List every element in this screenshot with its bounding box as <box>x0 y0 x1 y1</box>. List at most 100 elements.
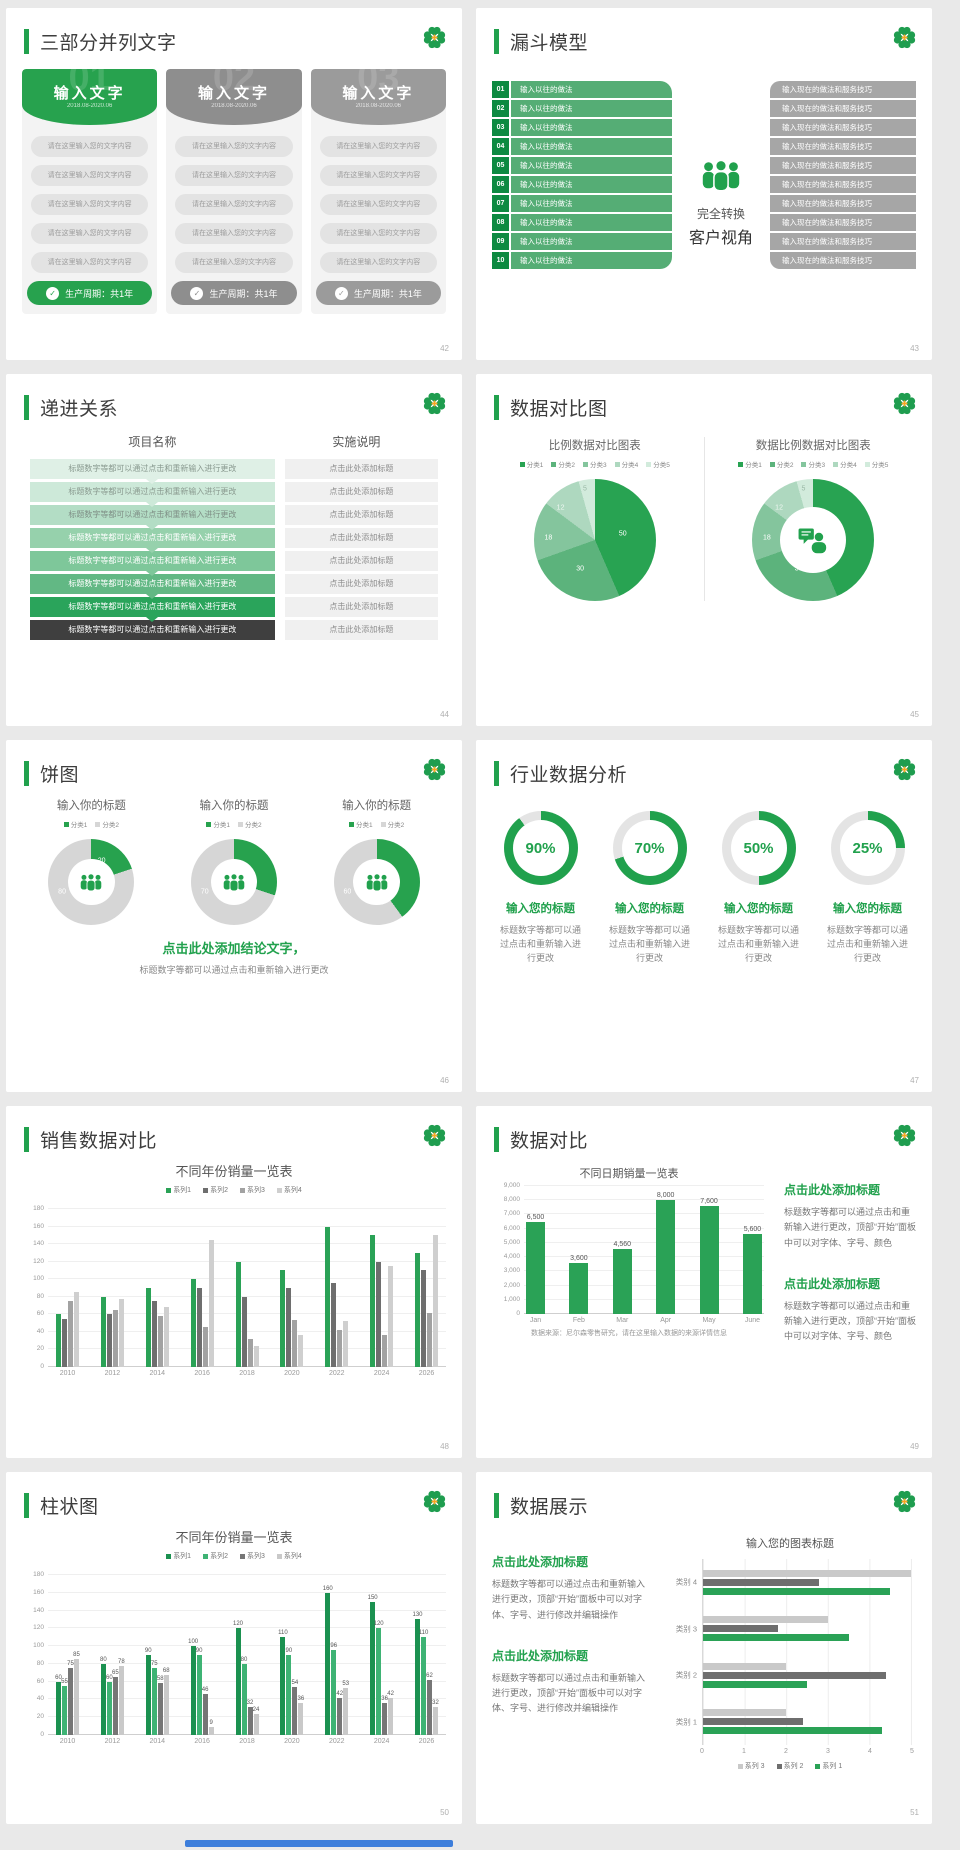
text-pill: 请在这里输入您的文字内容 <box>175 165 293 186</box>
bar-value-label: 3,600 <box>570 1254 588 1262</box>
funnel-bar-label: 输入以往的做法 <box>511 252 672 269</box>
donut-chart: 30 70 <box>191 839 277 925</box>
slice-label: 18 <box>762 534 771 542</box>
slide-card-51[interactable]: 数据展示 点击此处添加标题 标题数字等都可以通过点击和重新输入进行更改，顶部“开始… <box>476 1472 932 1824</box>
card-date: 2018.08-2020.06 <box>355 103 401 109</box>
slide-card-44[interactable]: 递进关系 项目名称 实施说明 标题数字等都可以通过点击和重新输入进行更改 点击此处… <box>6 374 462 726</box>
bar-group: 6,500 Jan <box>526 1214 545 1324</box>
gray-bar-label: 输入现在的做法和服务技巧 <box>770 81 916 98</box>
bar: 55 <box>61 1679 68 1735</box>
clover-logo-icon <box>421 390 448 417</box>
page-number: 48 <box>440 1442 449 1451</box>
bar: 68 <box>163 1668 170 1735</box>
bar-value-label: 78 <box>118 1658 125 1665</box>
donut-chart-panel: 输入你的标题 分类1 分类2 40 60 <box>305 797 448 925</box>
bar-group: 4,560 Mar <box>612 1241 632 1324</box>
legend-item: 分类4 <box>833 459 857 469</box>
percent-label: 25% <box>852 839 883 857</box>
slide-header: 数据对比图 <box>476 374 932 421</box>
bar <box>343 1320 349 1367</box>
bar: 90 <box>145 1648 152 1735</box>
y-axis-label: 0 <box>40 1731 44 1738</box>
bar-group: 类别 3 <box>676 1616 911 1642</box>
progress-row: 标题数字等都可以通过点击和重新输入进行更改 点击此处添加标题 <box>30 528 438 553</box>
bar <box>703 1671 887 1679</box>
bar-group: 2018 <box>235 1261 259 1377</box>
title-accent-bar <box>24 1127 29 1152</box>
description-cell: 点击此处添加标题 <box>284 459 438 479</box>
legend-item: 系列2 <box>203 1551 228 1561</box>
people-icon <box>223 873 245 892</box>
plot-area: 9,000 8,000 7,000 6,000 5,000 4,000 3,000 2,000… <box>504 1182 764 1324</box>
gray-bar-label: 输入现在的做法和服务技巧 <box>770 119 916 136</box>
bar: 130 <box>412 1612 423 1735</box>
clover-logo-icon <box>421 1122 448 1149</box>
progress-bar: 标题数字等都可以通过点击和重新输入进行更改 <box>30 620 275 640</box>
legend-item: 分类1 <box>349 819 373 829</box>
funnel-bar-label: 输入以往的做法 <box>511 81 672 98</box>
x-axis-label: 2026 <box>418 1370 435 1377</box>
item-title: 输入您的标题 <box>615 903 684 915</box>
slide-card-46[interactable]: 饼图 输入你的标题 分类1 分类2 20 80 输入你的标题 分类1 分类2 30 … <box>6 740 462 1092</box>
column-header-implementation: 实施说明 <box>332 435 381 449</box>
page-number: 46 <box>440 1076 449 1085</box>
slide-card-47[interactable]: 行业数据分析 90% 输入您的标题 标题数字等都可以通过点击和重新输入进行更改 … <box>476 740 932 1092</box>
bar-group: 90 75 58 68 2014 <box>145 1648 170 1745</box>
bar: 150 <box>368 1595 378 1735</box>
slide-card-49[interactable]: 数据对比 不同日期销量一览表 9,000 8,000 7,000 6,000 5,000… <box>476 1106 932 1458</box>
bar <box>62 1318 67 1367</box>
text-pill: 请在这里输入您的文字内容 <box>319 194 437 215</box>
bar <box>196 1288 202 1367</box>
text-block-title: 点击此处添加标题 <box>492 1648 589 1663</box>
footer-label: 生产周期：共1年 <box>209 288 278 299</box>
column-header-project: 项目名称 <box>128 435 177 449</box>
bar <box>247 1338 253 1367</box>
bar-value-label: 85 <box>73 1652 80 1659</box>
bar-group: 2016 <box>190 1239 214 1377</box>
bar-group: 8,000 Apr <box>656 1192 676 1324</box>
bar <box>235 1261 241 1367</box>
x-axis-label: 2022 <box>328 1370 345 1377</box>
chart-legend: 系列1 系列2 系列3 系列4 <box>6 1551 462 1561</box>
bar-value-label: 90 <box>195 1648 203 1654</box>
bar-value-label: 46 <box>201 1687 209 1694</box>
card-footer: ✓ 生产周期：共1年 <box>27 281 153 305</box>
bar: 75 <box>67 1661 74 1735</box>
bar-group: 2010 <box>56 1292 79 1377</box>
slide-title: 柱状图 <box>40 1497 99 1518</box>
slide-title: 行业数据分析 <box>510 765 628 786</box>
bar-value-label: 100 <box>188 1639 199 1646</box>
legend-item: 分类1 <box>206 819 230 829</box>
y-axis-label: 5,000 <box>503 1238 520 1246</box>
bar: 90 <box>196 1648 202 1735</box>
bar <box>415 1252 420 1367</box>
slide-card-42[interactable]: 三部分并列文字 01 输入文字 2018.08-2020.06 请在这里输入您的… <box>6 8 462 360</box>
slide-card-48[interactable]: 销售数据对比 不同年份销量一览表 系列1 系列2 系列3 系列4 180 160 140 1… <box>6 1106 462 1458</box>
slide-body: 01 输入文字 2018.08-2020.06 请在这里输入您的文字内容 请在这里… <box>6 55 462 314</box>
bar-value-label: 54 <box>291 1680 299 1686</box>
progress-row: 标题数字等都可以通过点击和重新输入进行更改 点击此处添加标题 <box>30 551 438 576</box>
bar-group: 160 96 42 53 2022 <box>323 1586 349 1745</box>
text-pill: 请在这里输入您的文字内容 <box>31 136 149 157</box>
funnel-bar-label: 输入以往的做法 <box>511 214 672 231</box>
horizontal-scrollbar[interactable] <box>185 1840 453 1847</box>
x-axis-label: 2020 <box>284 1738 300 1745</box>
legend-item: 分类2 <box>380 819 404 829</box>
bar-value-label: 60 <box>106 1674 113 1681</box>
row-number: 05 <box>492 157 509 174</box>
bar-value-label: 55 <box>61 1679 68 1686</box>
y-axis-label: 4,000 <box>503 1253 520 1261</box>
slide-card-45[interactable]: 数据对比图 比例数据对比图表 分类1 分类2 分类3 分类4 分类5 50 30 18 12 5… <box>476 374 932 726</box>
bar: 65 <box>112 1670 119 1735</box>
bar: 58 <box>157 1676 164 1735</box>
page-number: 49 <box>910 1442 919 1451</box>
text-block-title: 点击此处添加标题 <box>784 1183 881 1197</box>
slide-card-43[interactable]: 漏斗模型 01 输入以往的做法 02 输入以往的做法 03 输入以往的做法 04 输入以… <box>476 8 932 360</box>
slide-card-50[interactable]: 柱状图 不同年份销量一览表 系列1 系列2 系列3 系列4 180 160 140 120 1… <box>6 1472 462 1824</box>
pill-list: 请在这里输入您的文字内容 请在这里输入您的文字内容 请在这里输入您的文字内容 请在这里… <box>166 125 301 281</box>
y-axis-label: 60 <box>36 1310 44 1318</box>
slide-body: 项目名称 实施说明 标题数字等都可以通过点击和重新输入进行更改 点击此处添加标题 … <box>6 421 462 640</box>
slice-label: 12 <box>556 504 565 512</box>
card-date: 2018.08-2020.06 <box>66 103 113 109</box>
x-axis-label: Feb <box>572 1317 585 1324</box>
